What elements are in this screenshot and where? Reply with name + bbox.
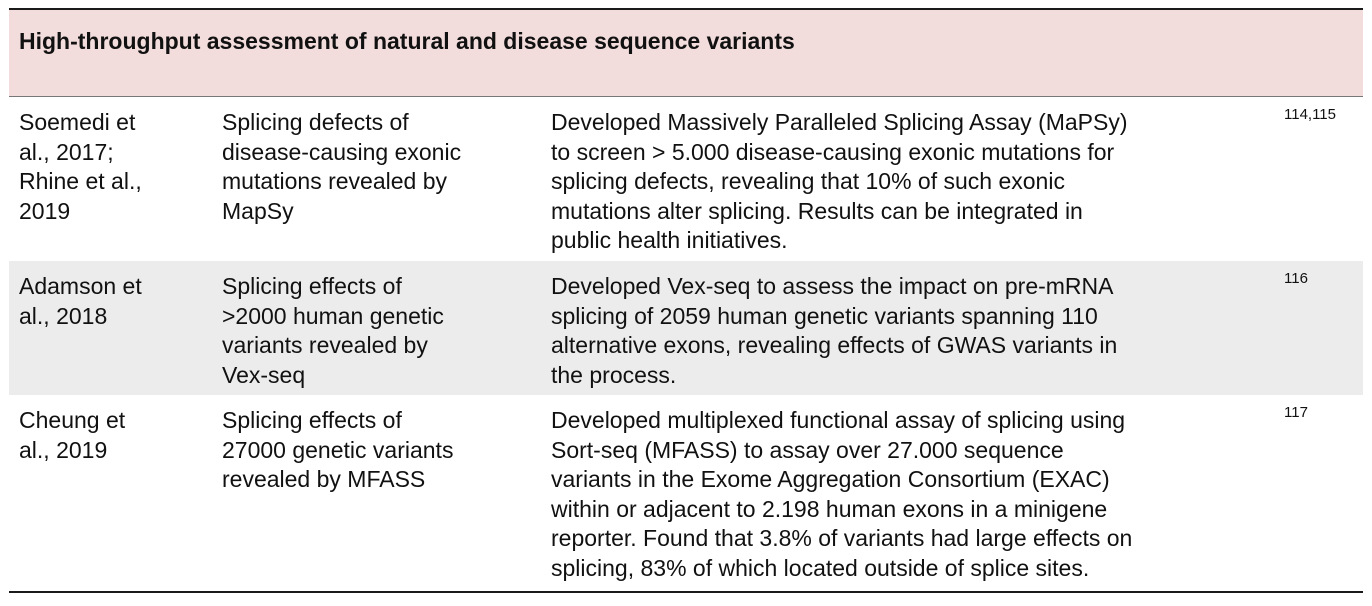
topic-cell: Splicing effects of >2000 human genetic … [222, 272, 522, 390]
topic-line: Splicing defects of [222, 109, 409, 135]
description-line: mutations alter splicing. Results can be… [551, 197, 1083, 224]
author-cell: Cheung et al., 2019 [19, 406, 179, 465]
reference-number: 117 [1284, 404, 1308, 421]
description-line: the process. [551, 361, 677, 388]
table-row: Adamson et al., 2018 Splicing effects of… [9, 261, 1363, 395]
description-line: variants in the Exome Aggregation Consor… [551, 466, 1110, 492]
topic-line: Vex-seq [222, 361, 306, 388]
description-line: Developed Vex-seq to assess the impact o… [551, 273, 1114, 299]
description-line: Developed multiplexed functional assay o… [551, 407, 1126, 433]
description-cell: Developed Massively Paralleled Splicing … [551, 108, 1251, 256]
topic-line: Splicing effects of [222, 273, 402, 299]
section-title: High-throughput assessment of natural an… [19, 28, 795, 54]
topic-line: MapSy [222, 197, 294, 224]
table-top-rule [9, 8, 1363, 10]
author-line: Adamson et [19, 273, 142, 299]
description-line: splicing, 83% of which located outside o… [551, 554, 1090, 581]
description-line: within or adjacent to 2.198 human exons … [551, 495, 1108, 522]
description-line: Developed Massively Paralleled Splicing … [551, 109, 1128, 135]
description-line: splicing of 2059 human genetic variants … [551, 302, 1098, 329]
description-line: alternative exons, revealing effects of … [551, 332, 1118, 358]
author-line: Cheung et [19, 407, 126, 433]
description-line: public health initiatives. [551, 227, 788, 253]
author-cell: Soemedi et al., 2017; Rhine et al., 2019 [19, 108, 179, 226]
topic-line: mutations revealed by [222, 168, 448, 194]
description-line: reporter. Found that 3.8% of variants ha… [551, 525, 1133, 551]
description-line: splicing defects, revealing that 10% of … [551, 168, 1065, 194]
reference-number: 114,115 [1284, 106, 1336, 123]
topic-line: 27000 genetic variants [222, 436, 454, 463]
description-cell: Developed Vex-seq to assess the impact o… [551, 272, 1251, 390]
author-line: al., 2019 [19, 436, 108, 463]
topic-line: >2000 human genetic [222, 302, 444, 329]
table-bottom-rule [9, 591, 1363, 593]
topic-line: disease-causing exonic [222, 138, 462, 165]
topic-line: Splicing effects of [222, 407, 402, 433]
description-line: Sort-seq (MFASS) to assay over 27.000 se… [551, 436, 1064, 463]
author-cell: Adamson et al., 2018 [19, 272, 179, 331]
section-header: High-throughput assessment of natural an… [9, 10, 1363, 97]
description-line: to screen > 5.000 disease-causing exonic… [551, 138, 1115, 165]
author-line: al., 2017; [19, 138, 114, 165]
author-line: 2019 [19, 197, 71, 224]
table-row: Cheung et al., 2019 Splicing effects of … [9, 395, 1363, 591]
topic-cell: Splicing defects of disease-causing exon… [222, 108, 522, 226]
description-cell: Developed multiplexed functional assay o… [551, 406, 1251, 583]
topic-cell: Splicing effects of 27000 genetic varian… [222, 406, 522, 495]
table-row: Soemedi et al., 2017; Rhine et al., 2019… [9, 97, 1363, 259]
reference-number: 116 [1284, 270, 1308, 287]
topic-line: revealed by MFASS [222, 466, 426, 492]
topic-line: variants revealed by [222, 332, 428, 358]
author-line: Rhine et al., [19, 168, 142, 194]
author-line: al., 2018 [19, 302, 108, 329]
table-page: High-throughput assessment of natural an… [9, 0, 1363, 606]
author-line: Soemedi et [19, 109, 136, 135]
